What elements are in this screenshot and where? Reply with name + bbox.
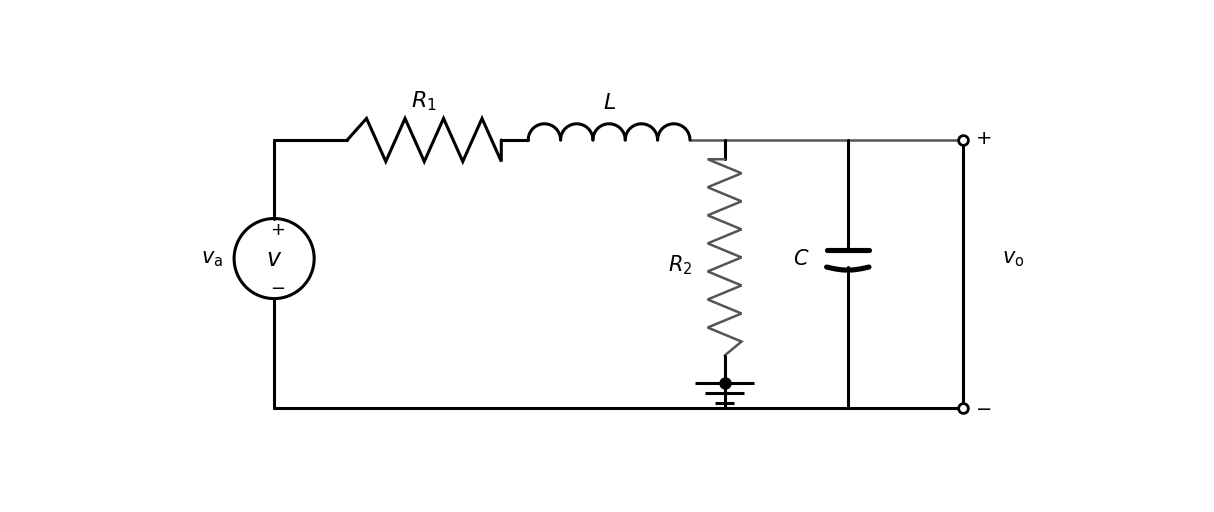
Text: $-$: $-$ — [271, 278, 285, 296]
Text: $+$: $+$ — [271, 221, 285, 239]
Text: $\mathit{v}$: $\mathit{v}$ — [266, 247, 283, 270]
Text: $-$: $-$ — [975, 398, 991, 417]
Text: $\mathit{v}_\mathrm{o}$: $\mathit{v}_\mathrm{o}$ — [1002, 248, 1025, 269]
Text: $C$: $C$ — [793, 248, 810, 269]
Text: $R_1$: $R_1$ — [412, 90, 437, 113]
Text: $L$: $L$ — [602, 93, 615, 113]
Text: $\mathit{v}_\mathrm{a}$: $\mathit{v}_\mathrm{a}$ — [200, 248, 222, 269]
Text: $+$: $+$ — [975, 129, 991, 148]
Text: $R_2$: $R_2$ — [668, 253, 692, 277]
